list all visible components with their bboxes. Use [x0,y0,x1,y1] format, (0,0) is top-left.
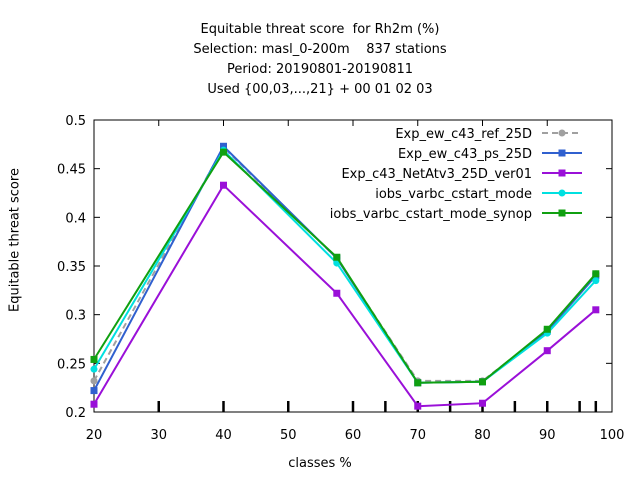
legend-marker-3 [558,189,566,197]
series-point-4 [479,378,486,386]
x-tick-label: 100 [600,428,625,443]
series-point-4 [543,325,551,333]
series-line-3 [93,148,597,384]
y-axis-label: Equitable threat score [7,168,23,312]
series-point-2 [592,306,600,314]
y-tick-label: 0.4 [65,211,86,226]
title-line-4: Used {00,03,...,21} + 00 01 02 03 [207,82,433,97]
x-tick-label: 60 [345,428,362,443]
series-point-2 [333,289,341,297]
title-line-1: Equitable threat score for Rh2m (%) [200,22,440,37]
series-point-4 [592,270,600,278]
y-tick-label: 0.3 [65,309,86,324]
series-point-0 [90,377,98,385]
series-point-2 [220,181,227,189]
series-line-0 [93,145,597,382]
series-point-2 [543,347,551,355]
legend-marker-2 [558,169,566,177]
x-tick-label: 70 [409,428,426,443]
series-point-2 [479,399,486,407]
x-axis-label: classes % [288,456,352,471]
y-tick-label: 0.25 [57,357,86,372]
x-tick-label: 50 [280,428,297,443]
x-tick-label: 20 [86,428,103,443]
legend-label-2: Exp_c43_NetAtv3_25D_ver01 [341,167,532,182]
x-tick-label: 30 [150,428,167,443]
series-point-3 [90,365,98,373]
series-point-1 [220,142,227,150]
series-point-2 [90,400,98,408]
series-point-3 [592,277,600,285]
series-point-4 [333,253,341,261]
series-point-4 [90,355,98,363]
plot-frame [93,119,613,413]
x-tick-label: 40 [215,428,232,443]
y-tick-label: 0.35 [57,260,86,275]
y-tick-label: 0.2 [65,406,86,421]
legend-marker-4 [558,209,566,217]
y-tick-label: 0.45 [57,163,86,178]
legend-marker-1 [558,149,566,157]
legend-label-4: iobs_varbc_cstart_mode_synop [330,207,532,222]
legend-marker-0 [558,129,566,137]
x-tick-label: 90 [539,428,556,443]
series-point-2 [414,402,422,410]
legend-label-3: iobs_varbc_cstart_mode [375,187,532,202]
title-line-2: Selection: masl_0-200m 837 stations [193,42,447,57]
x-tick-label: 80 [474,428,491,443]
legend-label-1: Exp_ew_c43_ps_25D [398,147,532,162]
series-point-4 [414,379,422,387]
title-line-3: Period: 20190801-20190811 [226,62,414,77]
series-point-4 [220,148,227,156]
series-point-1 [90,387,98,395]
legend-label-0: Exp_ew_c43_ref_25D [395,127,532,142]
y-tick-label: 0.5 [65,114,86,129]
